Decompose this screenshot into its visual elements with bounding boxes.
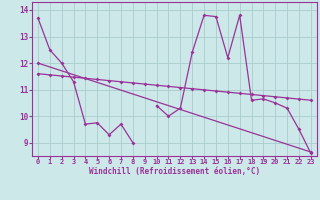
X-axis label: Windchill (Refroidissement éolien,°C): Windchill (Refroidissement éolien,°C) (89, 167, 260, 176)
